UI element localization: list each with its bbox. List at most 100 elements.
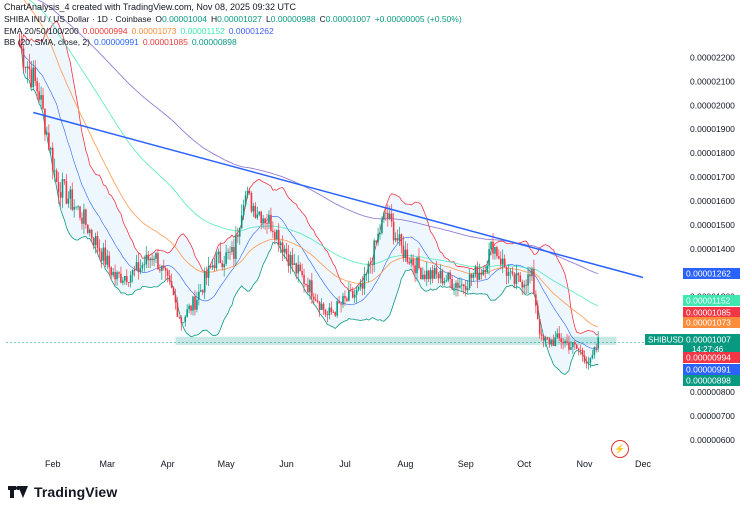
candle-body bbox=[50, 147, 52, 150]
candle-body bbox=[266, 223, 268, 224]
candle-body bbox=[568, 342, 570, 350]
candle-body bbox=[106, 255, 109, 265]
candle-body bbox=[394, 238, 397, 241]
candle-body bbox=[418, 257, 420, 269]
tradingview-logo[interactable]: TradingView bbox=[8, 484, 117, 500]
candle-body bbox=[242, 204, 245, 216]
candle-body bbox=[422, 274, 424, 280]
price-label: 0.00000898 bbox=[686, 376, 731, 386]
ema-100-line bbox=[28, 0, 599, 307]
candle-body bbox=[83, 209, 85, 224]
candle-body bbox=[531, 268, 533, 277]
x-tick-label: Oct bbox=[517, 459, 532, 469]
candle-body bbox=[412, 259, 414, 266]
ohlc-l: L0.00000988 bbox=[266, 14, 316, 24]
candle-body bbox=[474, 266, 477, 275]
candle-body bbox=[120, 273, 122, 283]
y-tick-label: 0.00000600 bbox=[690, 435, 735, 445]
price-label: 0.00001085 bbox=[686, 308, 731, 318]
candle-body bbox=[338, 301, 340, 304]
price-label-box bbox=[683, 295, 740, 306]
y-tick-label: 0.00001800 bbox=[690, 148, 735, 158]
candle-body bbox=[213, 265, 216, 268]
candle-body bbox=[312, 296, 315, 300]
bollinger-band-fill bbox=[19, 20, 599, 375]
candle-body bbox=[381, 219, 383, 234]
ema-50-line bbox=[23, 0, 599, 328]
price-label: 0.00000991 bbox=[686, 365, 731, 375]
candle-body bbox=[490, 241, 492, 250]
candle-body bbox=[122, 280, 124, 283]
candle-body bbox=[544, 337, 547, 341]
candle-body bbox=[548, 338, 551, 345]
candle-body bbox=[124, 275, 126, 281]
candle-body bbox=[172, 287, 175, 296]
candle-body bbox=[51, 147, 54, 171]
candle-body bbox=[250, 193, 253, 212]
candle-body bbox=[174, 295, 177, 303]
candle-body bbox=[112, 271, 114, 276]
candle-body bbox=[219, 251, 222, 264]
candle-body bbox=[79, 206, 81, 218]
candle-body bbox=[353, 294, 356, 298]
candle-body bbox=[108, 255, 111, 268]
candle-body bbox=[488, 249, 490, 266]
candle-body bbox=[464, 286, 467, 291]
candle-body bbox=[162, 265, 165, 269]
candle-body bbox=[429, 270, 432, 280]
candle-body bbox=[410, 259, 412, 264]
candle-body bbox=[431, 270, 434, 279]
candle-body bbox=[166, 270, 169, 276]
candle-body bbox=[529, 274, 531, 277]
candle-body bbox=[88, 229, 91, 233]
candle-body bbox=[482, 269, 485, 275]
candle-body bbox=[447, 272, 449, 281]
candle-body bbox=[34, 67, 37, 82]
candle-body bbox=[513, 274, 516, 284]
candle-body bbox=[349, 290, 352, 292]
candle-body bbox=[425, 270, 428, 280]
y-tick-label: 0.00001400 bbox=[690, 244, 735, 254]
candle-body bbox=[260, 211, 262, 224]
x-tick-label: Sep bbox=[458, 459, 474, 469]
candle-body bbox=[595, 347, 598, 349]
candle-body bbox=[42, 95, 44, 109]
candle-body bbox=[116, 272, 118, 280]
candle-body bbox=[20, 45, 23, 49]
flash-icon[interactable]: ⚡ bbox=[611, 440, 629, 458]
candle-body bbox=[129, 275, 132, 283]
candle-body bbox=[387, 212, 389, 219]
candle-body bbox=[178, 316, 181, 318]
candle-body bbox=[414, 265, 416, 274]
candle-body bbox=[445, 280, 448, 282]
candle-body bbox=[281, 242, 284, 253]
candle-body bbox=[69, 189, 72, 199]
candle-body bbox=[44, 108, 46, 135]
candle-body bbox=[357, 287, 360, 290]
candle-body bbox=[98, 248, 101, 252]
price-label: 0.00000994 bbox=[686, 353, 731, 363]
candle-body bbox=[346, 298, 348, 301]
x-tick-label: Apr bbox=[161, 459, 175, 469]
bb-label: BB (20, SMA, close, 2) bbox=[4, 37, 90, 47]
candle-body bbox=[496, 247, 498, 257]
candle-body bbox=[363, 274, 366, 289]
candle-body bbox=[256, 214, 259, 218]
candle-body bbox=[455, 282, 457, 288]
x-tick-label: Nov bbox=[577, 459, 594, 469]
candle-body bbox=[525, 284, 527, 286]
candle-body bbox=[141, 265, 144, 269]
candle-body bbox=[26, 66, 29, 68]
candle-body bbox=[303, 274, 305, 285]
candle-body bbox=[498, 256, 500, 259]
candle-body bbox=[591, 354, 594, 358]
candle-body bbox=[558, 333, 561, 339]
x-tick-label: Jun bbox=[279, 459, 294, 469]
candle-body bbox=[326, 314, 329, 316]
bb-basis-value: 0.00000991 bbox=[93, 37, 139, 47]
candle-body bbox=[205, 272, 208, 278]
candle-body bbox=[96, 236, 99, 249]
chart-legend: SHIBA INU / US Dollar · 1D · Coinbase O0… bbox=[4, 14, 462, 49]
candle-body bbox=[248, 190, 251, 194]
